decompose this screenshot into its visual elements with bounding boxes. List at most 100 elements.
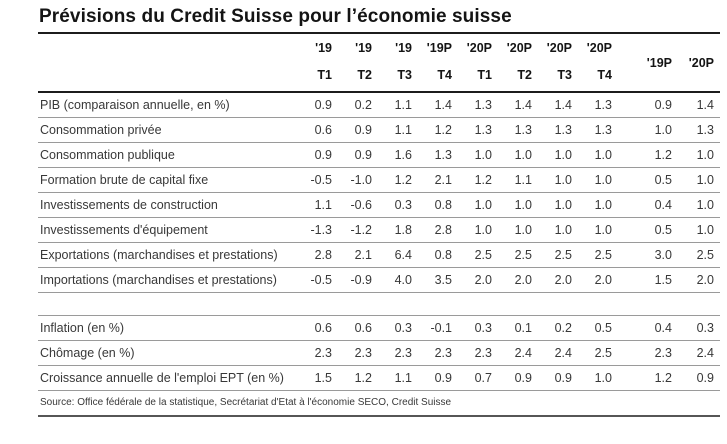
quarter-value-cell: 2.3 [462, 340, 502, 366]
annual-value-cell: 3.0 [636, 242, 678, 268]
table-row: Croissance annuelle de l'emploi EPT (en … [38, 365, 720, 391]
quarter-value-cell: 1.0 [542, 167, 582, 193]
quarter-value-cell: 1.3 [502, 117, 542, 143]
quarter-column-header: '19 T1 [302, 34, 342, 93]
quarter-value-cell: 1.1 [302, 192, 342, 218]
quarter-label: T2 [357, 68, 372, 82]
annual-value-cell: 2.0 [678, 267, 720, 293]
group-gap-row [38, 292, 720, 316]
annual-value-cell: 1.3 [678, 117, 720, 143]
quarter-value-cell: 0.9 [422, 365, 462, 391]
annual-value-cell: 1.0 [678, 167, 720, 193]
spacer-cell [622, 365, 636, 391]
quarter-value-cell: 1.3 [462, 117, 502, 143]
quarter-value-cell: 0.2 [542, 315, 582, 341]
quarter-value-cell: 3.5 [422, 267, 462, 293]
quarter-value-cell: 1.0 [582, 142, 622, 168]
source-note: Source: Office fédérale de la statistiqu… [38, 391, 720, 417]
quarter-value-cell: 0.8 [422, 242, 462, 268]
annual-value-cell: 0.5 [636, 217, 678, 243]
quarter-value-cell: 1.0 [542, 142, 582, 168]
quarter-value-cell: 1.4 [542, 92, 582, 118]
quarter-value-cell: 1.2 [342, 365, 382, 391]
quarter-value-cell: 1.6 [382, 142, 422, 168]
spacer-cell [622, 167, 636, 193]
annual-value-cell: 0.3 [678, 315, 720, 341]
quarter-value-cell: 4.0 [382, 267, 422, 293]
year-label: '20P [506, 41, 532, 55]
table-row: Chômage (en %) 2.3 2.3 2.3 2.3 2.3 2.4 2.4 2.5 2.… [38, 340, 720, 366]
quarter-value-cell: 1.1 [382, 365, 422, 391]
quarter-value-cell: 6.4 [382, 242, 422, 268]
spacer-cell [622, 117, 636, 143]
quarter-label: T1 [477, 68, 492, 82]
quarter-label: T1 [317, 68, 332, 82]
quarter-value-cell: 2.0 [462, 267, 502, 293]
quarter-value-cell: 2.5 [462, 242, 502, 268]
quarter-value-cell: -1.0 [342, 167, 382, 193]
annual-value-cell: 0.9 [636, 92, 678, 118]
quarter-column-header: '19P T4 [422, 34, 462, 93]
table-row: Consommation publique 0.9 0.9 1.6 1.3 1.0 1.0 1… [38, 142, 720, 168]
annual-value-cell: 1.0 [636, 117, 678, 143]
quarter-column-header: '20P T2 [502, 34, 542, 93]
spacer-cell [622, 217, 636, 243]
quarter-value-cell: 2.0 [542, 267, 582, 293]
year-label: '19 [395, 41, 412, 55]
quarter-value-cell: -0.9 [342, 267, 382, 293]
annual-value-cell: 1.0 [678, 142, 720, 168]
quarter-value-cell: 1.2 [462, 167, 502, 193]
quarter-value-cell: 2.3 [302, 340, 342, 366]
quarter-value-cell: 2.1 [342, 242, 382, 268]
annual-value-cell: 1.0 [678, 217, 720, 243]
quarter-column-header: '20P T4 [582, 34, 622, 93]
quarter-value-cell: 0.2 [342, 92, 382, 118]
quarter-value-cell: 1.0 [542, 217, 582, 243]
table-row: Exportations (marchandises et prestation… [38, 242, 720, 268]
annual-value-cell: 1.2 [636, 365, 678, 391]
quarter-value-cell: 1.1 [382, 117, 422, 143]
spacer-cell [622, 340, 636, 366]
year-label: '20P [466, 41, 492, 55]
quarter-label: T4 [597, 68, 612, 82]
table-row: Inflation (en %) 0.6 0.6 0.3 -0.1 0.3 0.1 0.2 0.… [38, 315, 720, 341]
table-row: Consommation privée 0.6 0.9 1.1 1.2 1.3 1.3 1.3… [38, 117, 720, 143]
annual-value-cell: 0.9 [678, 365, 720, 391]
quarter-label: T3 [557, 68, 572, 82]
annual-value-cell: 2.4 [678, 340, 720, 366]
quarter-value-cell: 0.3 [382, 192, 422, 218]
table-row: Formation brute de capital fixe -0.5 -1.0 1… [38, 167, 720, 193]
row-label: Investissements d'équipement [38, 217, 302, 243]
quarter-value-cell: 1.1 [382, 92, 422, 118]
table-body: PIB (comparaison annuelle, en %) 0.9 0.2 1.… [38, 92, 720, 391]
quarter-value-cell: 0.9 [302, 142, 342, 168]
corner-cell [38, 34, 302, 93]
row-label: Formation brute de capital fixe [38, 167, 302, 193]
quarter-value-cell: -0.1 [422, 315, 462, 341]
quarter-value-cell: 2.5 [542, 242, 582, 268]
quarter-label: T3 [397, 68, 412, 82]
quarter-value-cell: 2.5 [502, 242, 542, 268]
quarter-value-cell: 0.3 [382, 315, 422, 341]
quarter-label: T2 [517, 68, 532, 82]
quarter-value-cell: 2.5 [582, 340, 622, 366]
annual-column-header: '19P [636, 34, 678, 93]
quarter-value-cell: 2.0 [502, 267, 542, 293]
row-label: Chômage (en %) [38, 340, 302, 366]
quarter-value-cell: 2.5 [582, 242, 622, 268]
quarter-value-cell: 2.8 [422, 217, 462, 243]
quarter-value-cell: 0.9 [342, 117, 382, 143]
annual-value-cell: 1.4 [678, 92, 720, 118]
quarter-label: T4 [437, 68, 452, 82]
quarter-value-cell: 2.3 [422, 340, 462, 366]
quarter-value-cell: 1.0 [502, 192, 542, 218]
quarter-value-cell: 2.8 [302, 242, 342, 268]
quarter-value-cell: 1.0 [462, 192, 502, 218]
gap-cell [38, 292, 720, 316]
spacer-cell [622, 315, 636, 341]
quarter-value-cell: 0.7 [462, 365, 502, 391]
spacer-cell [622, 92, 636, 118]
quarter-value-cell: 0.9 [542, 365, 582, 391]
row-label: Croissance annuelle de l'emploi EPT (en … [38, 365, 302, 391]
spacer-cell [622, 242, 636, 268]
